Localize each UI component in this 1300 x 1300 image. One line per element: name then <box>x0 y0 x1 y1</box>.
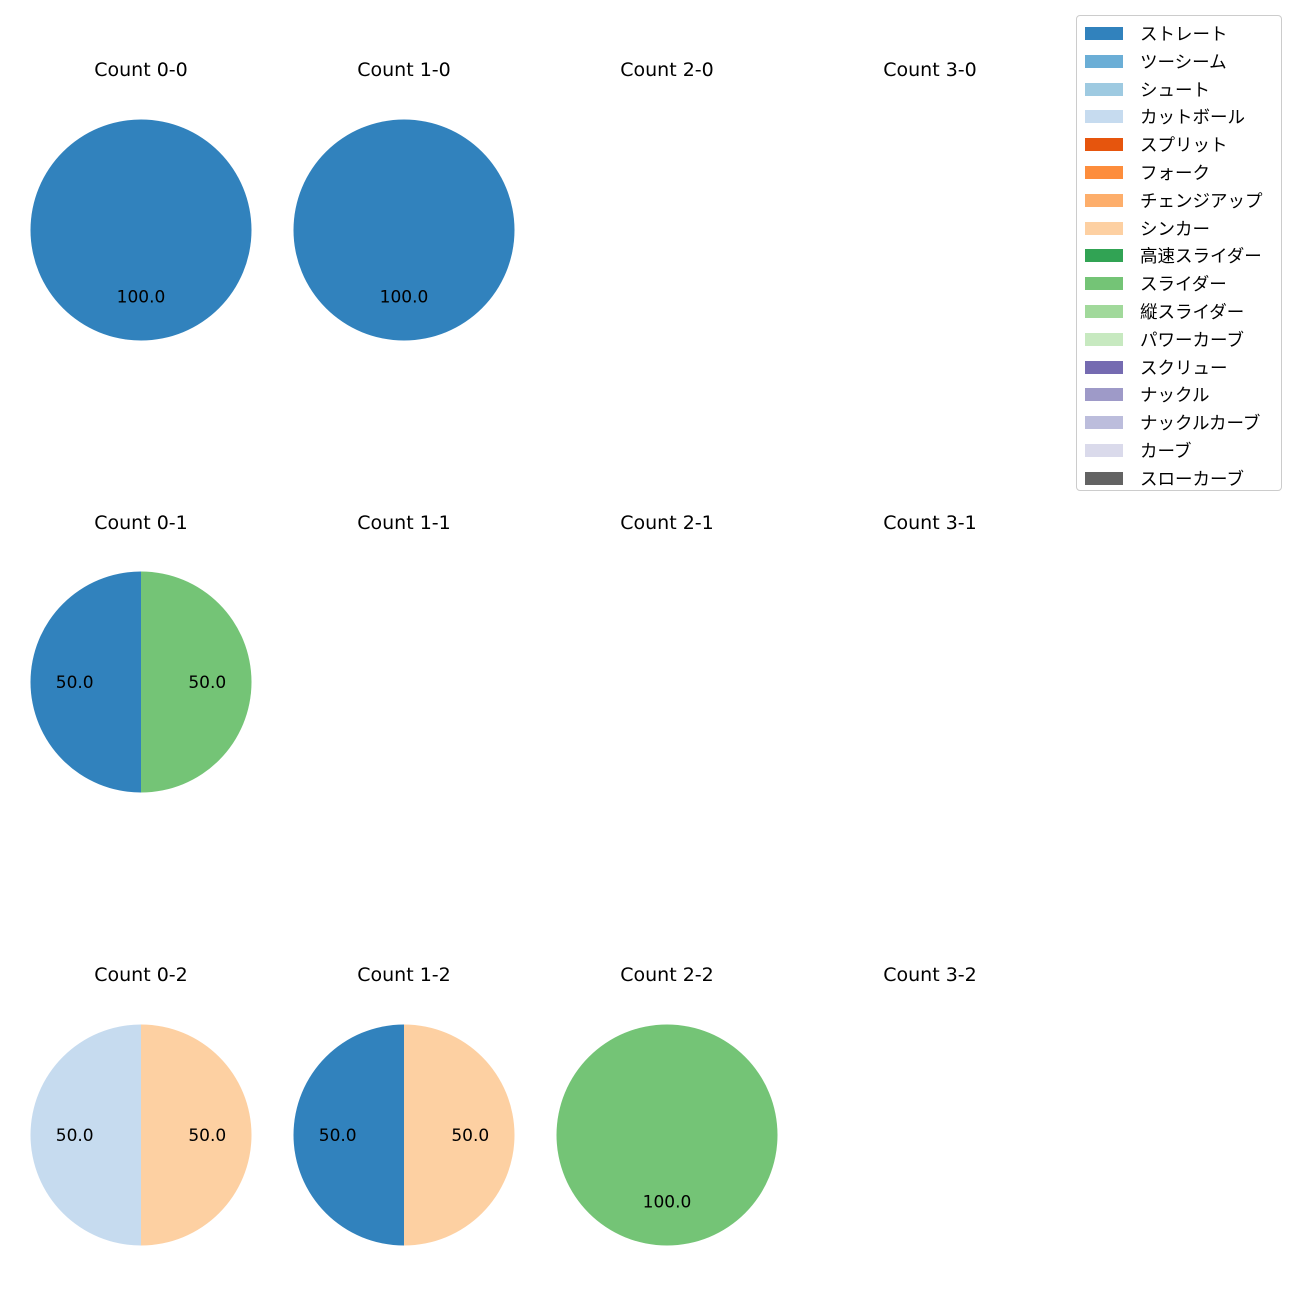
legend-item: ストレート <box>1077 19 1281 47</box>
slice-label: 100.0 <box>380 287 429 307</box>
slice-label: 50.0 <box>451 1126 489 1146</box>
subplot-title: Count 3-2 <box>883 964 977 986</box>
legend-label: ツーシーム <box>1140 52 1227 73</box>
subplot-title: Count 2-1 <box>620 512 714 534</box>
legend-label: カーブ <box>1140 441 1192 462</box>
legend-swatch <box>1085 54 1123 68</box>
subplot-title: Count 1-2 <box>357 964 451 986</box>
legend-label: スライダー <box>1140 275 1227 296</box>
legend-item: カットボール <box>1077 102 1281 130</box>
legend-item: スローカーブ <box>1077 464 1281 492</box>
legend-swatch <box>1085 360 1123 374</box>
legend-item: カーブ <box>1077 436 1281 464</box>
legend-swatch <box>1085 110 1123 124</box>
legend-item: スライダー <box>1077 269 1281 297</box>
legend-label: シュート <box>1140 80 1210 101</box>
subplot-count-0-0: Count 0-0 100.0 <box>30 59 252 341</box>
subplot-title: Count 2-0 <box>620 59 714 81</box>
legend-label: スプリット <box>1140 136 1228 157</box>
slice-label: 100.0 <box>643 1192 692 1212</box>
legend-item: ナックルカーブ <box>1077 408 1281 436</box>
legend-swatch <box>1085 82 1123 96</box>
legend-item: 縦スライダー <box>1077 297 1281 325</box>
legend-item: パワーカーブ <box>1077 325 1281 353</box>
legend-swatch <box>1085 277 1123 291</box>
pie-slice <box>30 1024 142 1246</box>
legend-swatch <box>1085 304 1123 318</box>
legend-item: スプリット <box>1077 130 1281 158</box>
legend-item: 高速スライダー <box>1077 241 1281 269</box>
legend-swatch <box>1085 27 1123 40</box>
subplot-title: Count 3-0 <box>883 59 977 81</box>
legend-label: 高速スライダー <box>1140 247 1262 268</box>
subplot-title: Count 2-2 <box>620 964 714 986</box>
legend-item: シンカー <box>1077 214 1281 242</box>
subplot-count-2-1: Count 2-1 <box>620 512 714 534</box>
subplot-title: Count 0-1 <box>94 512 188 534</box>
legend-label: ストレート <box>1140 25 1228 45</box>
subplot-count-1-2: Count 1-2 50.0 50.0 <box>293 964 515 1246</box>
legend-label: スクリュー <box>1140 358 1228 379</box>
legend-label: 縦スライダー <box>1140 302 1245 323</box>
legend-swatch <box>1085 443 1123 457</box>
pie-slice <box>556 1024 778 1246</box>
legend-item: フォーク <box>1077 158 1281 186</box>
legend-item: ツーシーム <box>1077 47 1281 75</box>
slice-label: 50.0 <box>56 673 94 693</box>
legend-swatch <box>1085 388 1123 402</box>
subplot-title: Count 0-0 <box>94 59 188 81</box>
legend-label: チェンジアップ <box>1140 191 1263 212</box>
legend-label: パワーカーブ <box>1140 330 1244 351</box>
subplot-count-3-1: Count 3-1 <box>883 512 977 534</box>
subplot-count-2-0: Count 2-0 <box>620 59 714 81</box>
subplot-title: Count 3-1 <box>883 512 977 534</box>
pie-slice <box>141 571 252 793</box>
legend-item: ナックル <box>1077 380 1281 408</box>
pie-slice <box>30 571 142 793</box>
slice-label: 50.0 <box>188 673 226 693</box>
legend-swatch <box>1085 249 1123 263</box>
subplot-title: Count 0-2 <box>94 964 188 986</box>
slice-label: 50.0 <box>319 1126 357 1146</box>
legend-label: ナックル <box>1140 386 1210 407</box>
legend-swatch <box>1085 471 1123 485</box>
legend-item: スクリュー <box>1077 353 1281 381</box>
slice-label: 50.0 <box>188 1126 226 1146</box>
subplot-count-1-0: Count 1-0 100.0 <box>293 59 515 341</box>
legend-item: チェンジアップ <box>1077 186 1281 214</box>
slice-label: 100.0 <box>117 287 166 307</box>
legend-label: ナックルカーブ <box>1140 414 1261 435</box>
subplot-title: Count 1-0 <box>357 59 451 81</box>
legend-swatch <box>1085 138 1123 152</box>
subplot-count-2-2: Count 2-2 100.0 <box>556 964 778 1246</box>
subplot-count-3-0: Count 3-0 <box>883 59 977 81</box>
pie-slice <box>404 1024 515 1246</box>
legend-item: シュート <box>1077 75 1281 103</box>
pie-slice <box>293 1024 404 1246</box>
legend-label: フォーク <box>1140 163 1210 184</box>
pie-slice <box>30 119 252 341</box>
pie-slice <box>141 1024 252 1246</box>
legend-swatch <box>1085 193 1123 207</box>
subplot-count-0-1: Count 0-1 50.0 50.0 <box>30 512 252 793</box>
subplot-count-1-1: Count 1-1 <box>357 512 451 534</box>
legend-swatch <box>1085 416 1123 430</box>
legend-swatch <box>1085 332 1123 346</box>
legend-swatch <box>1085 165 1123 179</box>
subplot-count-0-2: Count 0-2 50.0 50.0 <box>30 964 252 1246</box>
legend-label: スローカーブ <box>1140 469 1244 490</box>
pie-slice <box>293 119 515 341</box>
slice-label: 50.0 <box>56 1126 94 1146</box>
legend-label: シンカー <box>1140 219 1210 240</box>
subplot-count-3-2: Count 3-2 <box>883 964 977 986</box>
legend: ストレートツーシームシュートカットボール スプリットフォークチェンジアップ シンカー… <box>1076 15 1282 491</box>
legend-label: カットボール <box>1140 108 1245 129</box>
legend-swatch <box>1085 221 1123 235</box>
subplot-title: Count 1-1 <box>357 512 451 534</box>
